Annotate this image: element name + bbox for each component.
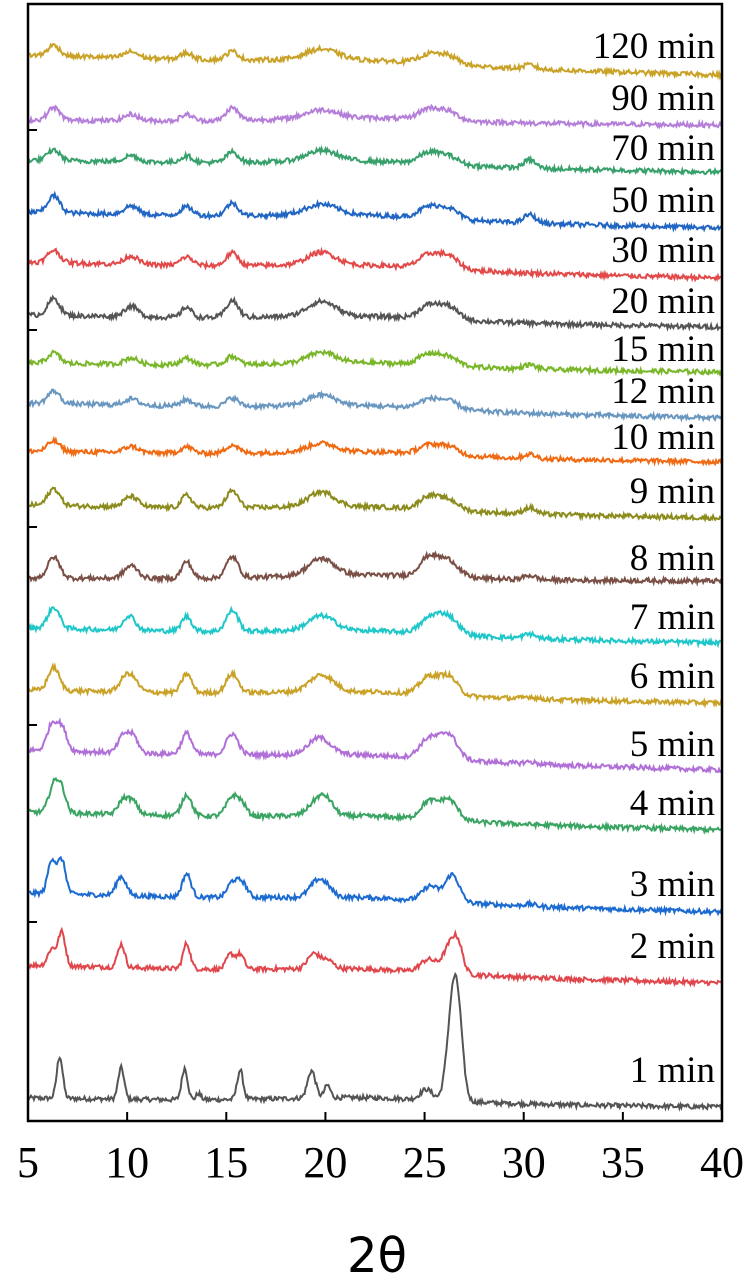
series-line-50-min: [27, 190, 723, 233]
x-tick-label-5: 5: [17, 1138, 39, 1187]
series-line-90-min: [27, 103, 723, 130]
series-labels: 1 min 2 min 3 min 4 min 5 min 6 min 7 min 8 min…: [593, 26, 715, 1091]
series-label-8-min: 8 min: [630, 538, 715, 579]
series-label-4-min: 4 min: [630, 783, 715, 824]
series-label-5-min: 5 min: [630, 724, 715, 765]
x-tick-label-40: 40: [700, 1138, 744, 1187]
series-line-4-min: [27, 776, 723, 835]
x-tick-label-20: 20: [303, 1138, 347, 1187]
series-label-12-min: 12 min: [611, 371, 715, 412]
plot-frame: [26, 2, 724, 1123]
series-label-20-min: 20 min: [611, 281, 715, 322]
series-label-120-min: 120 min: [593, 26, 715, 67]
series-line-70-min: [28, 144, 723, 177]
series-label-6-min: 6 min: [630, 656, 715, 697]
series-label-2-min: 2 min: [630, 926, 715, 967]
series-label-50-min: 50 min: [611, 180, 715, 221]
series-line-1-min: [27, 971, 723, 1112]
x-tick-label-35: 35: [601, 1138, 645, 1187]
x-tick-label-30: 30: [502, 1138, 546, 1187]
series-label-7-min: 7 min: [630, 597, 715, 638]
series-line-9-min: [27, 486, 723, 523]
series-line-10-min: [27, 435, 723, 467]
x-axis-title: 2θ: [347, 1228, 407, 1284]
x-tick-label-10: 10: [105, 1138, 149, 1187]
series-line-12-min: [27, 388, 723, 423]
series-label-1-min: 1 min: [630, 1050, 715, 1091]
series-label-30-min: 30 min: [611, 230, 715, 271]
series-line-7-min: [27, 605, 723, 649]
x-tick-label-25: 25: [403, 1138, 447, 1187]
series-line-30-min: [27, 246, 723, 283]
series-line-8-min: [27, 550, 722, 587]
series-label-15-min: 15 min: [611, 329, 715, 370]
series-line-6-min: [27, 662, 723, 709]
series-line-5-min: [27, 717, 723, 775]
series-label-90-min: 90 min: [611, 78, 715, 119]
series-label-10-min: 10 min: [611, 417, 715, 458]
axis-layer: 5 10 15 20 25 30 35 40: [17, 129, 744, 1187]
series-label-9-min: 9 min: [630, 471, 715, 512]
series-line-15-min: [27, 348, 723, 377]
series-line-20-min: [27, 294, 723, 332]
series-label-3-min: 3 min: [630, 864, 715, 905]
x-tick-label-15: 15: [204, 1138, 248, 1187]
series-label-70-min: 70 min: [611, 128, 715, 169]
series-line-2-min: [28, 926, 723, 988]
series-line-3-min: [27, 855, 723, 917]
series-line-120-min: [27, 42, 723, 82]
series-layer: [27, 42, 723, 1112]
